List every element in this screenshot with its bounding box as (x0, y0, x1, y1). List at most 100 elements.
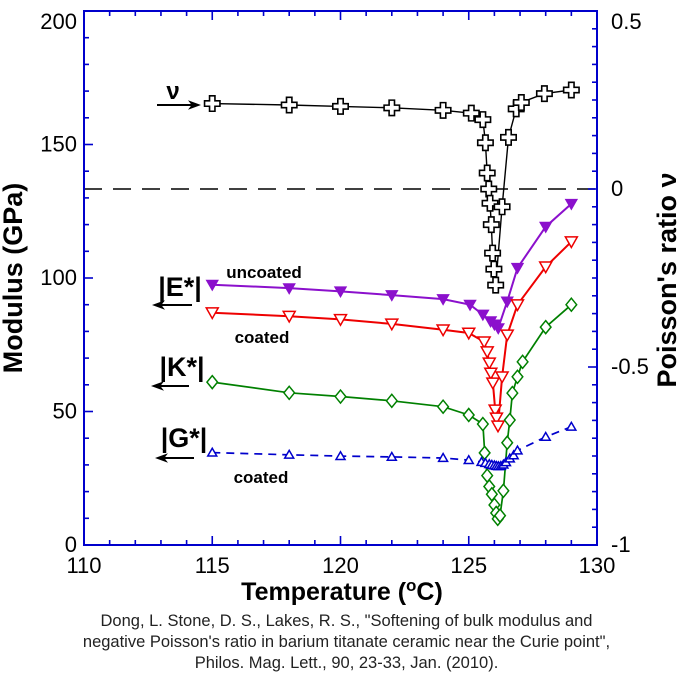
open-tri-down-marker (490, 420, 506, 434)
series-E-uncoated (205, 198, 579, 335)
open-tri-up-marker (283, 448, 295, 459)
tick-label: 150 (40, 132, 77, 157)
open-tri-up-marker (565, 420, 578, 431)
open-diamond-marker (511, 369, 524, 385)
open-diamond-marker (506, 385, 519, 401)
annotations: ν |E*| uncoated coated |K*| |G*| coated (151, 78, 302, 487)
G-label: |G*| (161, 423, 208, 453)
open-cross-marker (487, 276, 505, 294)
open-tri-down-marker (510, 299, 525, 313)
open-tri-down-marker (333, 313, 348, 327)
open-tri-up-marker (206, 446, 219, 457)
open-cross-marker (434, 101, 452, 119)
open-tri-down-marker (204, 307, 220, 321)
filled-tri-down-marker (539, 221, 553, 234)
open-tri-down-marker (483, 367, 499, 381)
filled-tri-down-marker (510, 262, 525, 275)
open-tri-down-marker (485, 377, 501, 391)
x-axis-title-unit: C) (416, 578, 442, 606)
series-K (205, 297, 578, 527)
open-diamond-marker (476, 416, 490, 432)
open-tri-up-marker (539, 430, 552, 442)
tick-label: 120 (322, 553, 359, 578)
tick-label: 0 (65, 532, 77, 557)
open-cross-marker (485, 260, 503, 278)
open-diamond-marker (539, 319, 552, 335)
nu-label: ν (166, 78, 179, 105)
filled-tri-down-marker (282, 283, 296, 295)
open-cross-marker (535, 85, 553, 103)
G-label-arrowhead-icon (155, 453, 168, 463)
tick-label: 110 (66, 553, 101, 578)
filled-tri-down-marker (385, 290, 399, 302)
open-tri-down-marker (481, 357, 497, 371)
open-diamond-marker (205, 374, 219, 390)
open-tri-down-marker (489, 412, 504, 426)
open-cross-marker (383, 99, 401, 117)
caption-line-2: negative Poisson's ratio in barium titan… (82, 633, 611, 651)
open-tri-down-marker (384, 318, 400, 332)
open-diamond-marker (334, 388, 347, 405)
open-cross-marker (481, 194, 499, 212)
open-cross-marker (493, 198, 511, 216)
open-cross-marker (462, 104, 480, 122)
open-tri-down-marker (461, 327, 477, 341)
open-tri-up-marker (511, 444, 524, 455)
open-diamond-marker (436, 399, 450, 415)
open-tri-down-marker (435, 324, 451, 338)
open-diamond-marker (500, 435, 514, 451)
tick-label: 115 (195, 553, 230, 578)
open-cross-marker (280, 96, 298, 114)
nu-label-arrowhead-icon (188, 100, 201, 110)
tick-label: 50 (53, 399, 77, 424)
open-tri-down-marker (494, 371, 510, 385)
filled-tri-down-marker (205, 279, 219, 292)
filled-tri-down-marker (500, 296, 514, 309)
open-diamond-marker (282, 385, 296, 401)
open-cross-marker (480, 180, 498, 198)
open-diamond-marker (493, 507, 507, 524)
open-tri-down-marker (479, 346, 495, 360)
coated-label-E: coated (235, 328, 290, 347)
open-cross-marker (203, 95, 221, 113)
tick-label: 0.5 (611, 9, 642, 34)
open-cross-marker (478, 164, 496, 182)
open-diamond-marker (385, 393, 399, 409)
E-label-arrowhead-icon (152, 300, 165, 310)
plot-area: 0 50 100 150 200 0.5 0 -0.5 -1 110 115 120 125 130 ν |E… (40, 9, 649, 578)
tick-label: -0.5 (611, 354, 649, 379)
open-cross-marker (331, 97, 350, 115)
filled-tri-down-marker (333, 286, 348, 299)
open-cross-marker (482, 216, 500, 234)
caption-line-1: Dong, L. Stone, D. S., Lakes, R. S., "So… (100, 612, 593, 630)
open-cross-marker (474, 111, 492, 129)
open-tri-down-marker (499, 329, 515, 343)
filled-tri-down-marker (476, 309, 490, 322)
open-tri-up-marker (334, 450, 347, 461)
right-axis-title: Poisson's ratio ν (652, 173, 682, 388)
series-line-nu (212, 89, 572, 286)
E-label: |E*| (158, 272, 202, 302)
open-tri-down-marker (487, 404, 503, 418)
citation-caption: Dong, L. Stone, D. S., Lakes, R. S., "So… (0, 611, 693, 674)
tick-label: 0 (611, 176, 623, 201)
tick-label: 200 (40, 9, 77, 34)
open-diamond-marker (565, 297, 578, 313)
x-axis-title: Temperature (oC) (241, 576, 443, 606)
left-axis-title: Modulus (GPa) (0, 183, 28, 374)
tick-labels: 0 50 100 150 200 0.5 0 -0.5 -1 110 115 120 125 130 (40, 9, 649, 578)
open-diamond-marker (480, 467, 494, 484)
open-cross-marker (512, 93, 530, 111)
tick-label: 100 (40, 265, 77, 290)
open-diamond-marker (516, 354, 529, 370)
tick-label: 125 (450, 553, 487, 578)
filled-tri-down-marker (491, 323, 505, 335)
open-cross-marker (476, 134, 494, 152)
K-label-arrowhead-icon (151, 381, 164, 391)
open-tri-up-marker (507, 449, 520, 460)
K-label: |K*| (159, 352, 204, 382)
open-tri-down-marker (538, 261, 553, 275)
open-diamond-marker (503, 412, 517, 428)
x-axis-title-main: Temperature ( (241, 578, 407, 606)
